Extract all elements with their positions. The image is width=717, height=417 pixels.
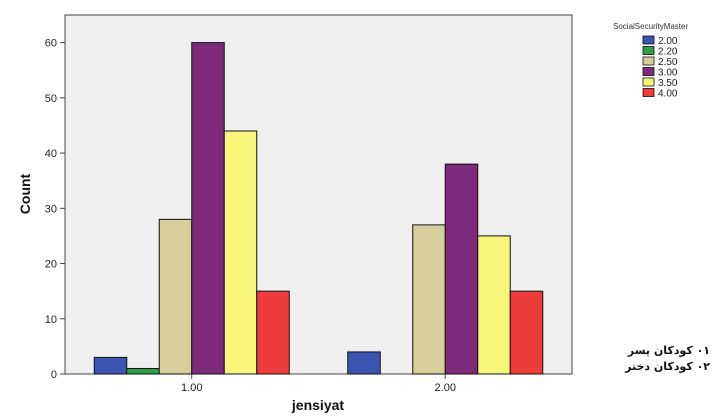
y-tick-label: 40: [45, 148, 57, 160]
bars-group: [93, 42, 544, 375]
y-axis: 0 10 20 30 40 50 60: [45, 38, 65, 381]
legend-label-2.00: 2.00: [658, 36, 678, 47]
legend-swatch-3.00: [642, 67, 655, 76]
annotation-line-1: ۰۱ کودکان پسر: [627, 344, 710, 357]
y-tick-label: 60: [45, 38, 57, 50]
y-tick-label: 20: [45, 259, 57, 271]
legend-title: SocialSecurityMaster: [613, 22, 688, 31]
bar-3.00-2.00: [444, 163, 479, 375]
legend-label-3.50: 3.50: [658, 78, 678, 89]
legend-swatch-2.50: [642, 56, 655, 66]
legend-label-3.00: 3.00: [658, 68, 678, 79]
y-tick-label: 10: [45, 314, 57, 326]
legend-label-2.20: 2.20: [658, 47, 678, 58]
bar-2.50-2.00: [412, 224, 446, 375]
legend-label-2.50: 2.50: [658, 57, 678, 68]
bar-2.00-2.00: [347, 351, 381, 375]
bar-4.00-2.00: [509, 290, 544, 375]
y-tick-label: 30: [45, 203, 57, 215]
bar-3.50-1.00: [223, 130, 258, 375]
bar-2.50-1.00: [158, 218, 193, 375]
x-axis-title: jensiyat: [291, 397, 344, 413]
bar-2.00-1.00: [93, 356, 128, 375]
legend-swatch-2.20: [642, 46, 655, 55]
y-tick-label: 0: [51, 369, 57, 381]
bar-3.50-2.00: [477, 235, 511, 375]
x-axis: 1.00 2.00: [181, 374, 456, 394]
x-tick-label: 2.00: [435, 382, 456, 394]
bar-3.00-1.00: [191, 42, 225, 375]
bar-4.00-1.00: [256, 290, 290, 375]
legend-swatch-3.50: [642, 77, 655, 87]
y-tick-label: 50: [45, 93, 57, 105]
annotation-line-2: ۰۲ کودکان دختر: [625, 360, 710, 373]
x-tick-label: 1.00: [181, 382, 202, 394]
legend-swatch-2.00: [642, 35, 655, 45]
legend-swatch-4.00: [642, 88, 655, 97]
legend-label-4.00: 4.00: [658, 89, 678, 100]
y-axis-title: Count: [17, 173, 33, 214]
bar-2.20-1.00: [126, 367, 160, 375]
legend: SocialSecurityMaster 2.002.202.503.003.5…: [613, 22, 688, 100]
